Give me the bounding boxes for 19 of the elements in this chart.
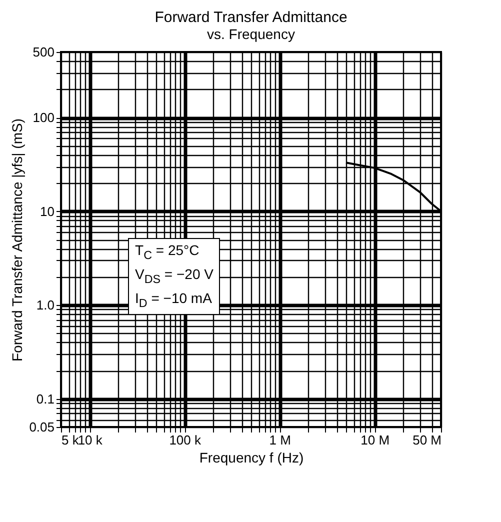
x-axis-title: Frequency f (Hz): [199, 450, 304, 466]
x-tick-label: 50 M: [412, 432, 442, 448]
x-tick-label: 10 k: [78, 432, 103, 448]
y-axis-title: Forward Transfer Admittance |yfs| (mS): [9, 118, 26, 362]
x-tick-label: 5 k: [62, 432, 80, 448]
chart-subtitle: vs. Frequency: [207, 26, 295, 42]
y-tick-label: 10: [40, 204, 54, 219]
x-tick-label: 100 k: [169, 432, 202, 448]
y-tick-label: 0.1: [36, 391, 54, 406]
x-tick-label: 10 M: [360, 432, 390, 448]
x-tick-label: 1 M: [269, 432, 291, 448]
chart-title: Forward Transfer Admittance: [154, 9, 348, 26]
y-tick-label: 100: [32, 110, 54, 126]
y-tick-label: 1.0: [36, 298, 54, 313]
annotation: V$_{DS}$ = −20 V: [135, 266, 214, 286]
annotation: T$_{C}$ = 25°C: [135, 242, 200, 262]
y-tick-label: 500: [32, 44, 54, 60]
annotation: I$_{D}$ = −10 mA: [135, 290, 212, 310]
y-tick-label: 0.05: [29, 420, 54, 434]
